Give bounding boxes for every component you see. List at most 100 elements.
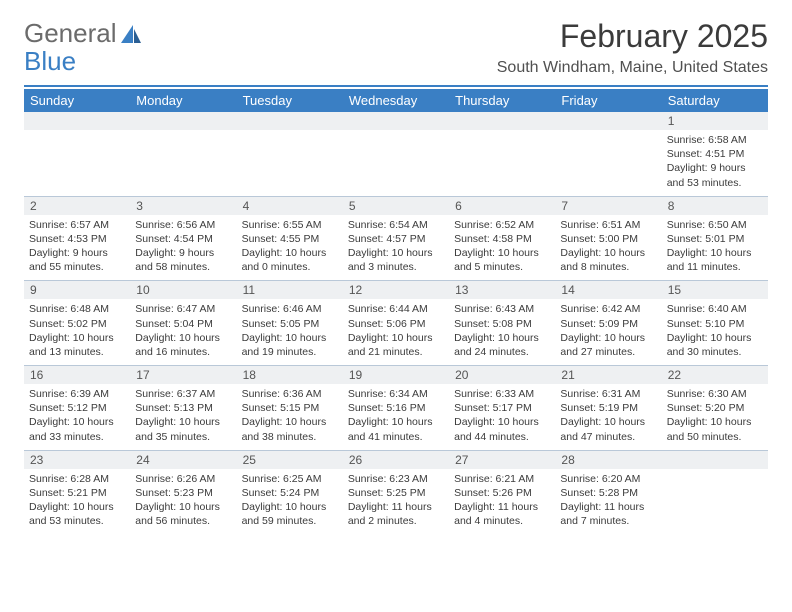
brand-first: General [24,18,117,49]
day-cell: Sunrise: 6:30 AMSunset: 5:20 PMDaylight:… [662,384,768,450]
sunset-text: Sunset: 5:24 PM [242,486,338,500]
sunset-text: Sunset: 4:51 PM [667,147,763,161]
sunset-text: Sunset: 5:00 PM [560,232,656,246]
day-number: 9 [24,281,130,299]
day-cell: Sunrise: 6:31 AMSunset: 5:19 PMDaylight:… [555,384,661,450]
sunset-text: Sunset: 5:26 PM [454,486,550,500]
sunrise-text: Sunrise: 6:47 AM [135,302,231,316]
day-number: 18 [237,366,343,384]
weekday-label: Thursday [449,89,555,112]
sunset-text: Sunset: 5:04 PM [135,317,231,331]
sunrise-text: Sunrise: 6:42 AM [560,302,656,316]
sunset-text: Sunset: 4:57 PM [348,232,444,246]
header: General February 2025 South Windham, Mai… [24,18,768,77]
sunrise-text: Sunrise: 6:55 AM [242,218,338,232]
day-number: 26 [343,451,449,469]
daylight-text: Daylight: 10 hours and 56 minutes. [135,500,231,528]
sunrise-text: Sunrise: 6:50 AM [667,218,763,232]
sunset-text: Sunset: 5:12 PM [29,401,125,415]
sunset-text: Sunset: 5:17 PM [454,401,550,415]
calendar-body: 1Sunrise: 6:58 AMSunset: 4:51 PMDaylight… [24,112,768,534]
sunrise-text: Sunrise: 6:26 AM [135,472,231,486]
sunset-text: Sunset: 5:21 PM [29,486,125,500]
sunrise-text: Sunrise: 6:57 AM [29,218,125,232]
daylight-text: Daylight: 10 hours and 11 minutes. [667,246,763,274]
sunset-text: Sunset: 5:06 PM [348,317,444,331]
day-cell: Sunrise: 6:58 AMSunset: 4:51 PMDaylight:… [662,130,768,196]
daylight-text: Daylight: 9 hours and 53 minutes. [667,161,763,189]
sunset-text: Sunset: 5:15 PM [242,401,338,415]
daylight-text: Daylight: 10 hours and 8 minutes. [560,246,656,274]
day-number: 24 [130,451,236,469]
sunset-text: Sunset: 5:19 PM [560,401,656,415]
day-number: 8 [662,197,768,215]
day-number: 6 [449,197,555,215]
day-number [237,112,343,130]
day-cell [449,130,555,196]
day-number [662,451,768,469]
daylight-text: Daylight: 10 hours and 59 minutes. [242,500,338,528]
sunrise-text: Sunrise: 6:58 AM [667,133,763,147]
day-cell: Sunrise: 6:56 AMSunset: 4:54 PMDaylight:… [130,215,236,281]
sunset-text: Sunset: 4:54 PM [135,232,231,246]
daylight-text: Daylight: 10 hours and 33 minutes. [29,415,125,443]
info-row: Sunrise: 6:58 AMSunset: 4:51 PMDaylight:… [24,130,768,196]
sunrise-text: Sunrise: 6:28 AM [29,472,125,486]
daynum-row: 9101112131415 [24,280,768,299]
daylight-text: Daylight: 10 hours and 19 minutes. [242,331,338,359]
sunrise-text: Sunrise: 6:46 AM [242,302,338,316]
info-row: Sunrise: 6:48 AMSunset: 5:02 PMDaylight:… [24,299,768,365]
sunset-text: Sunset: 5:25 PM [348,486,444,500]
day-number [24,112,130,130]
daynum-row: 1 [24,112,768,130]
location-text: South Windham, Maine, United States [497,59,768,77]
day-cell [130,130,236,196]
daylight-text: Daylight: 10 hours and 16 minutes. [135,331,231,359]
daylight-text: Daylight: 11 hours and 7 minutes. [560,500,656,528]
sunset-text: Sunset: 4:55 PM [242,232,338,246]
sunrise-text: Sunrise: 6:33 AM [454,387,550,401]
daylight-text: Daylight: 10 hours and 24 minutes. [454,331,550,359]
day-number: 3 [130,197,236,215]
sunset-text: Sunset: 5:09 PM [560,317,656,331]
day-number: 14 [555,281,661,299]
day-cell: Sunrise: 6:50 AMSunset: 5:01 PMDaylight:… [662,215,768,281]
daylight-text: Daylight: 10 hours and 27 minutes. [560,331,656,359]
day-number [555,112,661,130]
day-number: 23 [24,451,130,469]
sunrise-text: Sunrise: 6:54 AM [348,218,444,232]
daylight-text: Daylight: 10 hours and 38 minutes. [242,415,338,443]
day-cell: Sunrise: 6:23 AMSunset: 5:25 PMDaylight:… [343,469,449,535]
sunrise-text: Sunrise: 6:48 AM [29,302,125,316]
daylight-text: Daylight: 10 hours and 47 minutes. [560,415,656,443]
sunrise-text: Sunrise: 6:21 AM [454,472,550,486]
daylight-text: Daylight: 10 hours and 21 minutes. [348,331,444,359]
day-cell: Sunrise: 6:37 AMSunset: 5:13 PMDaylight:… [130,384,236,450]
sunrise-text: Sunrise: 6:39 AM [29,387,125,401]
day-number: 15 [662,281,768,299]
day-number: 2 [24,197,130,215]
day-cell: Sunrise: 6:51 AMSunset: 5:00 PMDaylight:… [555,215,661,281]
sunrise-text: Sunrise: 6:43 AM [454,302,550,316]
daylight-text: Daylight: 11 hours and 2 minutes. [348,500,444,528]
sunset-text: Sunset: 5:20 PM [667,401,763,415]
weekday-label: Tuesday [237,89,343,112]
day-cell: Sunrise: 6:33 AMSunset: 5:17 PMDaylight:… [449,384,555,450]
info-row: Sunrise: 6:39 AMSunset: 5:12 PMDaylight:… [24,384,768,450]
day-number: 1 [662,112,768,130]
sunrise-text: Sunrise: 6:44 AM [348,302,444,316]
sunrise-text: Sunrise: 6:34 AM [348,387,444,401]
sunrise-text: Sunrise: 6:52 AM [454,218,550,232]
day-number [449,112,555,130]
daynum-row: 2345678 [24,196,768,215]
day-number: 27 [449,451,555,469]
day-cell [662,469,768,535]
sail-icon [119,23,143,45]
daynum-row: 232425262728 [24,450,768,469]
day-number: 5 [343,197,449,215]
day-number: 19 [343,366,449,384]
day-cell: Sunrise: 6:47 AMSunset: 5:04 PMDaylight:… [130,299,236,365]
daylight-text: Daylight: 10 hours and 3 minutes. [348,246,444,274]
day-cell: Sunrise: 6:28 AMSunset: 5:21 PMDaylight:… [24,469,130,535]
sunrise-text: Sunrise: 6:40 AM [667,302,763,316]
